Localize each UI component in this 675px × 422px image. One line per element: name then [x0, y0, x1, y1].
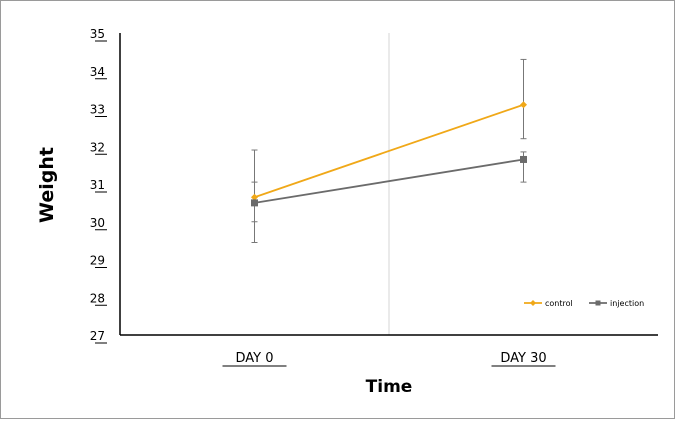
legend-label-injection: injection	[610, 299, 644, 308]
data-point-injection	[251, 199, 258, 207]
legend-marker-control	[530, 300, 536, 306]
y-tick-label: 30	[90, 216, 105, 230]
y-axis-title: Weight	[36, 147, 58, 223]
x-tick-label: DAY 30	[500, 351, 546, 366]
legend-label-control: control	[545, 299, 573, 308]
series-line-control	[254, 103, 524, 199]
y-tick-label: 28	[90, 291, 105, 305]
series-line-injection	[254, 158, 524, 204]
y-tick-labels: 27 28 29 30 31 32 33 34 35	[90, 27, 107, 344]
series-lines	[254, 103, 524, 204]
series-markers	[251, 101, 527, 207]
x-tick-label: DAY 0	[235, 351, 273, 366]
legend-marker-injection	[595, 300, 601, 306]
y-tick-label: 34	[90, 65, 105, 79]
data-point-control	[520, 101, 527, 109]
data-point-control	[251, 193, 258, 201]
x-axis-title: Time	[366, 377, 413, 397]
y-tick-label: 33	[90, 103, 105, 117]
y-tick-label: 35	[90, 27, 105, 41]
y-tick-label: 31	[90, 178, 105, 192]
legend: control injection	[524, 299, 644, 308]
y-tick-label: 27	[90, 329, 105, 343]
y-tick-label: 32	[90, 140, 105, 154]
y-tick-label: 29	[90, 254, 105, 268]
error-bars	[251, 58, 527, 244]
data-point-injection	[520, 155, 527, 163]
x-tick-labels: DAY 0 DAY 30	[222, 351, 556, 367]
